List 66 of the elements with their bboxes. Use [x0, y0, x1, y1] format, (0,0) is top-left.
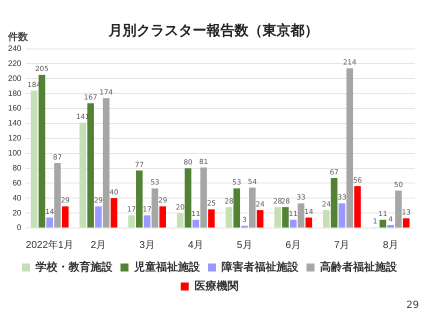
bar [192, 220, 200, 228]
y-axis-title: 件数 [8, 30, 28, 44]
text: 29 [406, 300, 419, 311]
legend-label: 医療機関 [194, 279, 238, 292]
bar [54, 163, 61, 228]
x-tick-label: 2022年1月 [26, 238, 74, 251]
bar [346, 68, 354, 228]
y-tick-label: 80 [12, 163, 22, 172]
x-tick-label: 4月 [188, 240, 204, 251]
bar [354, 186, 361, 228]
x-tick-label: 8月 [382, 240, 398, 251]
bar [249, 188, 256, 228]
x-tick-label: 6月 [285, 240, 302, 251]
bar [274, 207, 281, 228]
chart-title: 月別クラスター報告数（東京都） [108, 23, 318, 39]
x-tick-label: 5月 [236, 240, 252, 251]
bar [200, 168, 207, 228]
bar [176, 213, 184, 228]
y-tick-label: 60 [12, 178, 22, 188]
y-tick-label: 160 [8, 104, 22, 113]
y-tick-label: 220 [8, 58, 22, 68]
bar [338, 203, 346, 228]
bar [402, 218, 410, 228]
y-tick-label: 240 [8, 44, 22, 54]
bar [208, 209, 215, 228]
bar [395, 190, 402, 228]
bar [144, 215, 150, 228]
bar [306, 218, 312, 228]
bar [159, 206, 166, 228]
bar [128, 215, 135, 228]
x-tick-label: 2月 [90, 240, 106, 251]
y-tick-label: 180 [8, 88, 22, 98]
legend-label: 障害者福祉施設 [222, 260, 300, 274]
y-tick-label: 200 [8, 74, 22, 83]
x-tick-label: 3月 [139, 240, 155, 251]
bar [256, 210, 264, 228]
bar [233, 188, 240, 228]
bar [323, 210, 330, 228]
bar [102, 98, 110, 228]
y-tick-label: 20 [12, 208, 22, 218]
x-tick-label: 7月 [334, 240, 350, 251]
y-tick-label: 40 [12, 193, 22, 202]
bar [87, 103, 94, 228]
bar [30, 90, 38, 228]
bar [330, 178, 338, 228]
y-tick-label: 140 [8, 118, 22, 128]
bar [152, 188, 158, 228]
bar [136, 170, 143, 228]
bar [80, 122, 86, 228]
legend-label: 学校・教育施設 [36, 260, 114, 274]
bar [95, 206, 102, 228]
bar [38, 74, 46, 228]
bar [184, 168, 192, 228]
bar [290, 220, 297, 228]
legend-label: 児童福祉施設 [133, 260, 201, 274]
y-tick-label: 120 [8, 134, 22, 143]
y-tick-label: 100 [8, 148, 22, 158]
bar [282, 207, 289, 228]
legend-label: 高齢者福祉施設 [320, 260, 398, 274]
bar [298, 203, 304, 228]
bar [226, 207, 232, 228]
bar [380, 220, 386, 228]
bar [62, 206, 69, 228]
bar [46, 218, 54, 228]
y-tick-label: 0 [16, 223, 22, 232]
bar [110, 198, 118, 228]
